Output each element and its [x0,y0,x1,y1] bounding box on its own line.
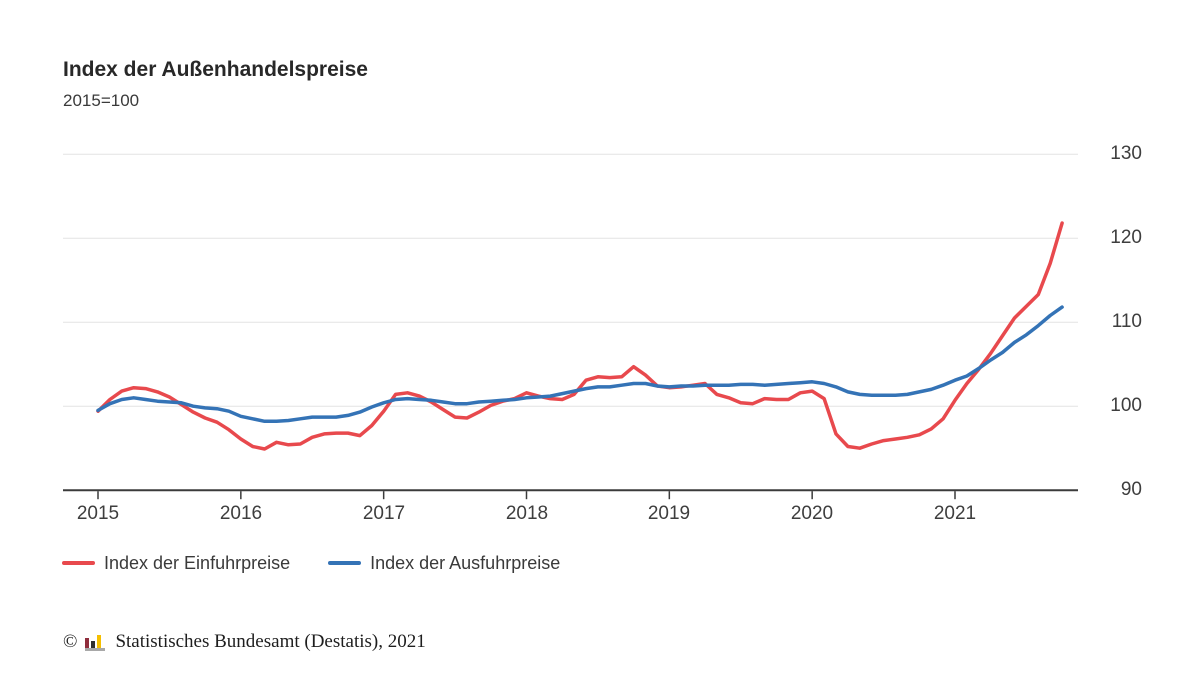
import-line-swatch [62,561,95,565]
x-axis-tick-2017: 2017 [362,503,406,524]
x-axis-tick-2015: 2015 [76,503,120,524]
y-axis-tick-110: 110 [1111,311,1142,332]
y-axis-tick-120: 120 [1110,227,1142,248]
x-axis-tick-2018: 2018 [505,503,549,524]
export-line-swatch [328,561,362,565]
y-axis-tick-90: 90 [1120,479,1142,500]
x-axis-tick-2016: 2016 [219,503,263,524]
x-axis-tick-2020: 2020 [790,503,834,524]
copyright-symbol: © [63,631,78,652]
destatis-bar-chart-icon [85,634,107,651]
x-axis-tick-2019: 2019 [647,503,691,524]
legend-label-export-prices: Index der Ausfuhrpreise [370,552,561,573]
x-axis-tick-2021: 2021 [933,503,977,524]
legend-label-import-prices: Index der Einfuhrpreise [104,552,291,573]
chart-subtitle: 2015=100 [63,91,140,110]
legend-item-export-prices: Index der Ausfuhrpreise [328,553,560,574]
y-axis-tick-130: 130 [1110,143,1142,164]
source-attribution: © Statistisches Bundesamt (Destatis), 20… [63,629,426,655]
y-axis-tick-100: 100 [1110,395,1142,416]
source-text: Statistisches Bundesamt (Destatis), 2021 [115,631,426,652]
legend-item-import-prices: Index der Einfuhrpreise [62,553,290,574]
chart-legend: Index der Einfuhrpreise Index der Ausfuh… [62,551,560,575]
chart-title: Index der Außenhandelspreise [63,58,368,81]
